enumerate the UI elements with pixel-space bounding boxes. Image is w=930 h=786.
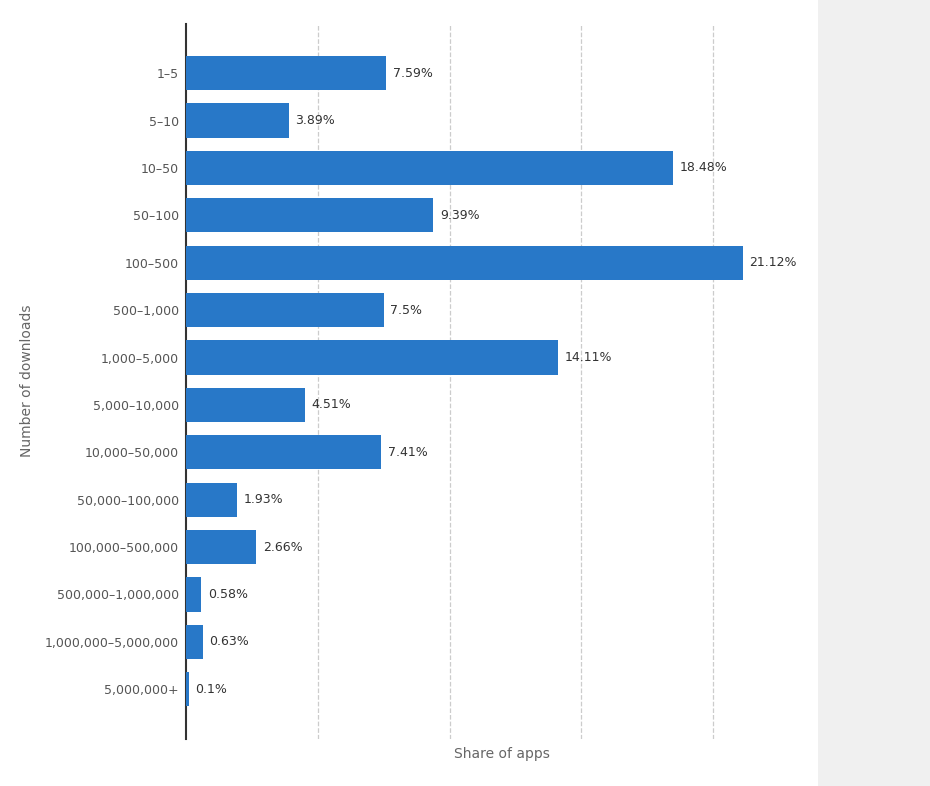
- Text: 0.58%: 0.58%: [208, 588, 248, 601]
- Text: 7.5%: 7.5%: [391, 303, 422, 317]
- Text: 3.89%: 3.89%: [295, 114, 335, 127]
- Bar: [186, 246, 742, 280]
- Text: 9.39%: 9.39%: [440, 209, 480, 222]
- Bar: [186, 625, 203, 659]
- Bar: [186, 56, 386, 90]
- Text: 21.12%: 21.12%: [749, 256, 797, 270]
- Text: 7.41%: 7.41%: [388, 446, 428, 459]
- Bar: [186, 198, 433, 233]
- Bar: [186, 293, 384, 327]
- Y-axis label: Number of downloads: Number of downloads: [20, 305, 33, 457]
- Text: 1.93%: 1.93%: [244, 493, 283, 506]
- Bar: [186, 340, 558, 375]
- Bar: [186, 104, 288, 138]
- Bar: [186, 578, 201, 612]
- Bar: [186, 530, 256, 564]
- Text: 0.63%: 0.63%: [209, 635, 249, 648]
- Bar: [186, 435, 381, 469]
- Text: 18.48%: 18.48%: [680, 161, 727, 174]
- Bar: [186, 387, 305, 422]
- Bar: [186, 672, 189, 707]
- Bar: [186, 151, 673, 185]
- Text: 4.51%: 4.51%: [312, 399, 352, 411]
- Text: 2.66%: 2.66%: [262, 541, 302, 553]
- X-axis label: Share of apps: Share of apps: [454, 747, 551, 761]
- Text: 14.11%: 14.11%: [565, 351, 612, 364]
- Text: 7.59%: 7.59%: [392, 67, 432, 79]
- Bar: [186, 483, 237, 516]
- Text: 0.1%: 0.1%: [195, 683, 227, 696]
